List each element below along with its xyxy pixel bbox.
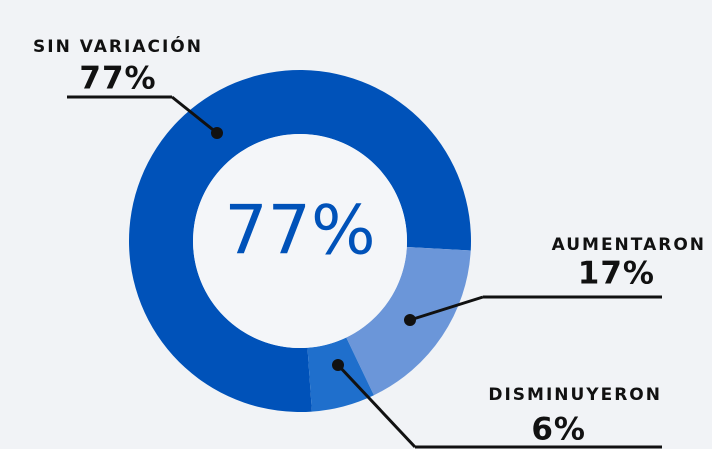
leader-dot: [211, 127, 223, 139]
value-label: 6%: [531, 412, 586, 448]
center-label: 77%: [224, 192, 375, 271]
donut-segment: [129, 70, 471, 413]
category-label: SIN VARIACIÓN: [33, 35, 203, 57]
value-label: 77%: [79, 61, 156, 97]
leader-line: [171, 95, 218, 135]
leader-line: [409, 295, 484, 322]
leader-dot: [404, 314, 416, 326]
value-label: 17%: [578, 256, 655, 292]
category-label: AUMENTARON: [552, 235, 706, 255]
donut-hole: [193, 134, 407, 348]
leader-dot: [332, 359, 344, 371]
donut-segment: [307, 337, 374, 412]
category-label: DISMINUYERON: [488, 385, 662, 405]
leader-line: [336, 363, 417, 449]
